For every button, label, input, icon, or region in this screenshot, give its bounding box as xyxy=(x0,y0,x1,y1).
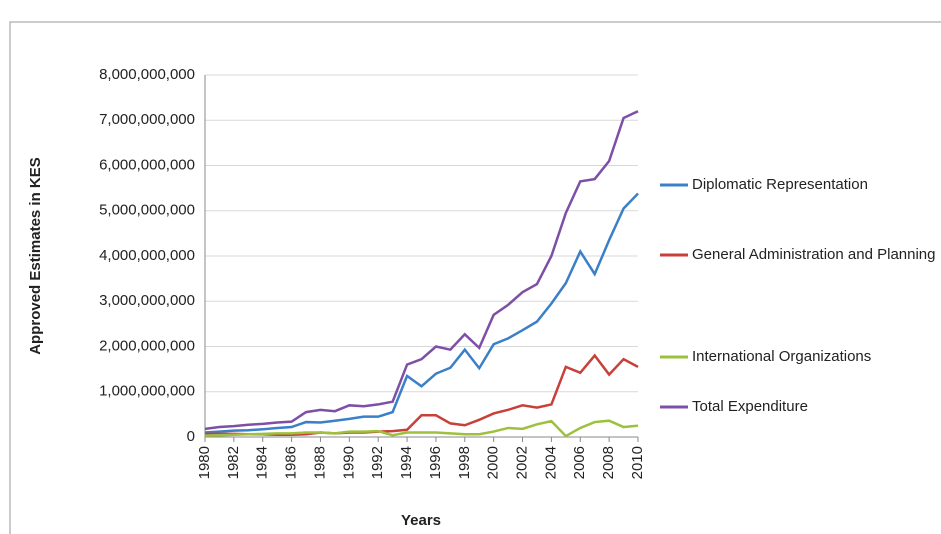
x-tick-label: 2004 xyxy=(542,446,559,479)
series-line xyxy=(204,419,639,438)
x-tick-label: 2010 xyxy=(629,446,646,479)
y-tick-label: 1,000,000,000 xyxy=(99,383,195,400)
x-tick-label: 1994 xyxy=(398,446,415,479)
y-tick-label: 5,000,000,000 xyxy=(99,202,195,219)
series-line xyxy=(204,192,639,434)
series-line xyxy=(204,110,639,431)
series-line xyxy=(205,353,639,436)
y-tick-label: 3,000,000,000 xyxy=(99,292,195,309)
x-tick-label: 1996 xyxy=(427,446,444,479)
y-tick-label: 4,000,000,000 xyxy=(99,247,195,264)
x-tick-label: 2000 xyxy=(485,446,502,479)
x-tick-label: 1992 xyxy=(369,446,386,479)
x-tick-label: 1984 xyxy=(254,446,271,479)
x-tick-label: 2002 xyxy=(514,446,531,479)
y-tick-label: 8,000,000,000 xyxy=(99,66,195,83)
x-tick-label: 1986 xyxy=(283,446,300,479)
x-tick-label: 2006 xyxy=(571,446,588,479)
legend-label: Total Expenditure xyxy=(692,398,808,415)
legend-label: International Organizations xyxy=(692,348,872,365)
x-tick-label: 1982 xyxy=(225,446,242,479)
legend-label: General Administration and Planning xyxy=(692,246,936,263)
y-tick-label: 6,000,000,000 xyxy=(99,156,195,173)
y-tick-label: 0 xyxy=(187,428,195,445)
frame xyxy=(9,21,941,534)
x-tick-label: 1990 xyxy=(340,446,357,479)
x-tick-label: 1988 xyxy=(311,446,328,479)
x-axis-label: Years xyxy=(401,512,441,529)
x-tick-label: 2008 xyxy=(600,446,617,479)
y-tick-label: 7,000,000,000 xyxy=(99,111,195,128)
legend-label: Diplomatic Representation xyxy=(692,176,868,193)
y-tick-label: 2,000,000,000 xyxy=(99,337,195,354)
x-tick-label: 1980 xyxy=(196,446,213,479)
y-axis-label: Approved Estimates in KES xyxy=(27,157,44,355)
x-tick-label: 1998 xyxy=(456,446,473,479)
